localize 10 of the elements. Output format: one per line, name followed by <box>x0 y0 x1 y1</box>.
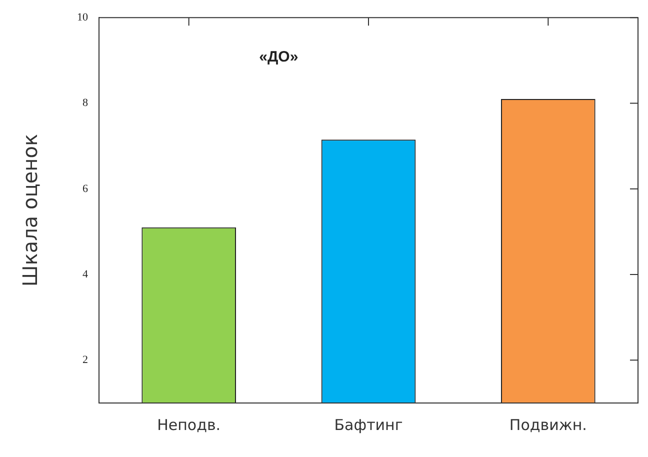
x-tick-label: Бафтинг <box>334 416 403 434</box>
y-tick-label: 6 <box>82 182 88 195</box>
x-tick-label: Подвижн. <box>509 416 587 434</box>
text: «ДО» <box>259 48 298 66</box>
y-tick-label: 4 <box>82 268 88 280</box>
y-tick-label: 10 <box>77 11 88 24</box>
y-axis-title: Шкала оценок <box>18 134 42 287</box>
y-tick-label: 2 <box>82 354 88 366</box>
y-tick-label: 8 <box>82 97 88 110</box>
x-tick-label: Неподв. <box>157 416 221 434</box>
